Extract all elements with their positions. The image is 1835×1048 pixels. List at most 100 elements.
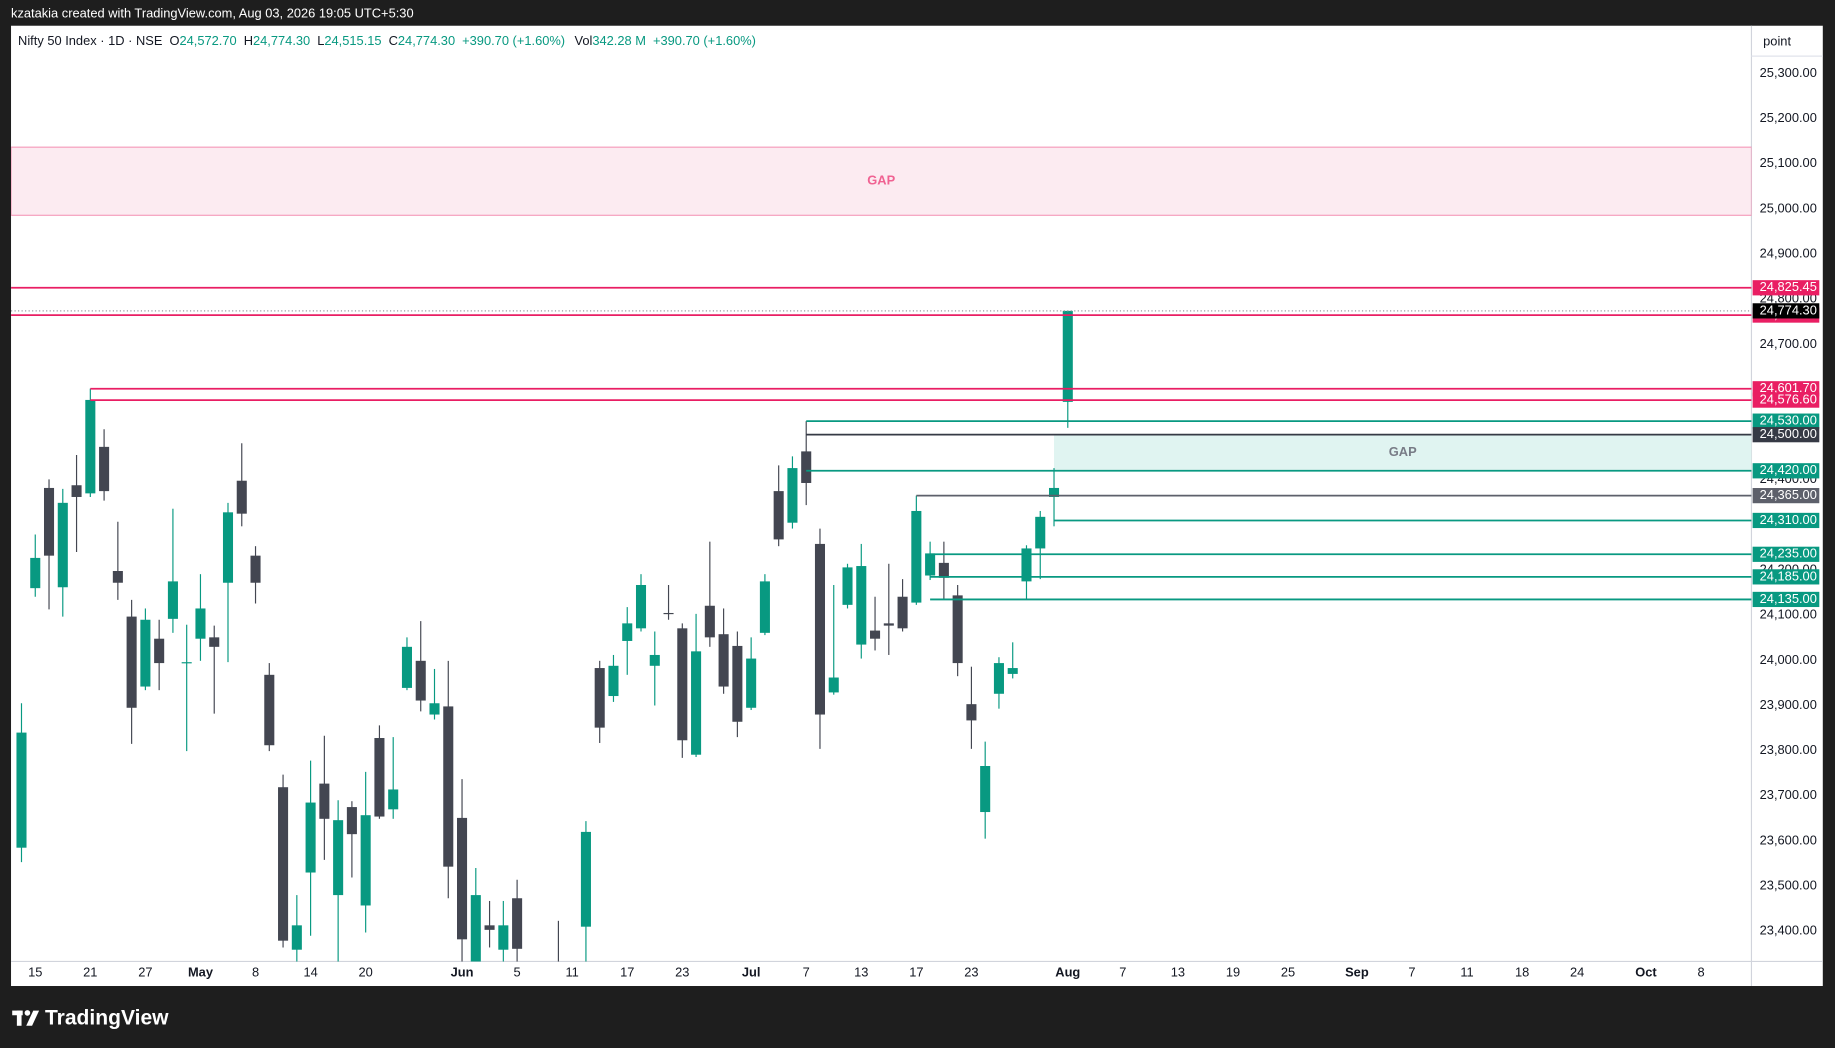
candle-body (388, 789, 399, 810)
level-label: 24,310.00 (1760, 512, 1817, 527)
candle-body (993, 663, 1004, 694)
y-tick-label: 24,100.00 (1760, 607, 1817, 622)
candle-body (498, 925, 509, 950)
candle-body (457, 817, 468, 940)
y-tick-label: 23,800.00 (1760, 742, 1817, 757)
candle-body (291, 925, 302, 950)
y-tick-label: 24,900.00 (1760, 246, 1817, 261)
x-tick-label: May (188, 965, 214, 980)
candle-body (512, 898, 523, 949)
volume-value: 342.28 M (592, 33, 646, 48)
candle-body (112, 571, 123, 583)
vol-change-value: +390.70 (+1.60%) (653, 33, 756, 48)
x-tick-label: Sep (1345, 965, 1369, 980)
candle-body (264, 674, 275, 746)
candle-body (222, 512, 234, 583)
x-tick-label: 11 (565, 965, 578, 980)
change-value: +390.70 (+1.60%) (462, 33, 565, 48)
axis-unit-button[interactable]: point (1763, 33, 1791, 48)
candle-body (374, 738, 385, 817)
level-label-bg (1752, 546, 1820, 562)
candle-body (319, 783, 330, 819)
candle-body (443, 706, 454, 867)
x-tick-label: 15 (28, 965, 42, 980)
x-tick-label: 21 (83, 965, 97, 980)
candle-body (718, 634, 729, 687)
x-tick-label: 8 (1697, 965, 1704, 980)
candle-body (801, 451, 812, 483)
x-tick-label: 13 (854, 965, 868, 980)
brand-name: TradingView (45, 1006, 169, 1029)
x-tick-label: 25 (1281, 965, 1295, 980)
h-label: H (244, 33, 253, 48)
gap-zone (1054, 434, 1752, 471)
zone-label: GAP (867, 173, 895, 188)
x-tick-label: Oct (1635, 965, 1657, 980)
candle-body (925, 553, 936, 576)
candle-body (484, 925, 495, 930)
candle-body (470, 895, 481, 962)
level-label: 24,185.00 (1760, 568, 1817, 583)
candle-body (594, 668, 605, 728)
level-label-bg (1752, 463, 1820, 479)
level-label-bg (1752, 280, 1820, 296)
candle-body (704, 605, 715, 638)
close-value: 24,774.30 (398, 33, 455, 48)
candle-body (85, 399, 96, 494)
candle-body (691, 651, 702, 755)
vol-label: Vol (574, 33, 592, 48)
candle-body (250, 555, 261, 583)
x-tick-label: 24 (1570, 965, 1584, 980)
low-value: 24,515.15 (324, 33, 381, 48)
x-tick-label: 23 (964, 965, 978, 980)
candle-body (1062, 310, 1073, 402)
y-tick-label: 25,300.00 (1760, 65, 1817, 80)
candle-body (167, 581, 178, 619)
level-label: 24,235.00 (1760, 546, 1817, 561)
candle-body (16, 732, 27, 848)
level-label-bg (1752, 427, 1820, 443)
legend: Nifty 50 Index · 1D · NSE O24,572.70 H24,7… (18, 33, 756, 48)
level-label: 24,420.00 (1760, 462, 1817, 477)
x-tick-label: 7 (1119, 965, 1126, 980)
y-tick-label: 25,000.00 (1760, 200, 1817, 215)
candle-body (140, 619, 151, 687)
candle-body (333, 820, 344, 896)
x-tick-label: 14 (303, 965, 317, 980)
candle-body (71, 485, 82, 497)
candle-body (1007, 668, 1018, 674)
level-label-bg (1752, 569, 1820, 585)
candle-body (649, 654, 660, 666)
x-tick-label: Jul (742, 965, 761, 980)
x-tick-label: 13 (1171, 965, 1185, 980)
y-tick-label: 23,600.00 (1760, 832, 1817, 847)
candle-body (842, 567, 853, 605)
candle-body (608, 665, 619, 697)
level-label-bg (1752, 488, 1820, 504)
c-label: C (389, 33, 398, 48)
symbol: Nifty 50 Index · 1D · NSE (18, 33, 163, 48)
candle-body (278, 787, 289, 941)
x-tick-label: 27 (138, 965, 152, 980)
candle-body (787, 468, 798, 523)
candle-body (57, 502, 68, 588)
x-tick-label: 17 (620, 965, 634, 980)
candle-body (677, 628, 688, 741)
candle-body (30, 557, 41, 589)
level-label-bg (1752, 392, 1820, 408)
y-tick-label: 25,200.00 (1760, 110, 1817, 125)
y-tick-label: 24,000.00 (1760, 652, 1817, 667)
candle-body (966, 704, 977, 721)
candle-body (870, 630, 881, 639)
candle-body (181, 662, 192, 664)
candle-body (952, 595, 963, 664)
axes: 23,400.00 23,500.00 23,600.00 23,700.00 23,8… (28, 65, 1820, 980)
candle-body (209, 637, 220, 647)
logo-shape (16, 1010, 22, 1026)
last-price-label: 24,774.30 (1760, 302, 1817, 317)
o-label: O (169, 33, 179, 48)
candle-body (154, 638, 165, 664)
candle-body (828, 677, 839, 693)
